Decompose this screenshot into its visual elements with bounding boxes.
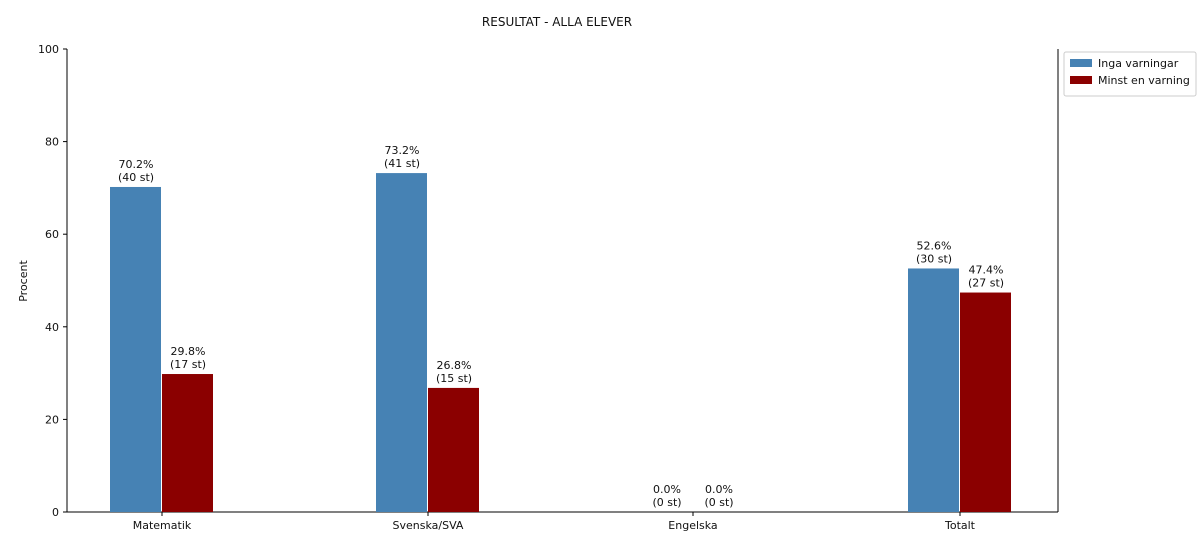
bar-minst-en-varning (162, 374, 213, 512)
y-tick-label: 100 (38, 43, 59, 56)
bar-minst-en-varning (428, 387, 479, 512)
bar-count-label: (17 st) (170, 358, 206, 371)
y-tick-label: 20 (45, 413, 59, 426)
bar-count-label: (0 st) (652, 496, 681, 509)
x-tick-label: Totalt (944, 519, 976, 532)
legend-swatch-minst-en-varning (1070, 76, 1092, 84)
bar-count-label: (41 st) (384, 157, 420, 170)
bar-count-label: (15 st) (436, 372, 472, 385)
y-tick-label: 80 (45, 136, 59, 149)
bar-count-label: (40 st) (118, 171, 154, 184)
legend-box (1063, 51, 1197, 97)
chart-title: RESULTAT - ALLA ELEVER (482, 15, 632, 29)
bar-value-label: 29.8% (171, 345, 206, 358)
y-tick-label: 0 (52, 506, 59, 519)
bar-count-label: (27 st) (968, 277, 1004, 290)
bar-count-label: (0 st) (704, 496, 733, 509)
y-tick-label: 40 (45, 321, 59, 334)
legend-label: Minst en varning (1098, 74, 1190, 87)
bar-labels: 70.2%(40 st) 29.8%(17 st) 73.2%(41 st) 26.8… (118, 144, 1004, 509)
bar-value-label: 26.8% (437, 359, 472, 372)
x-tick-label: Matematik (133, 519, 192, 532)
legend-label: Inga varningar (1098, 57, 1179, 70)
bar-value-label: 73.2% (385, 144, 420, 157)
bar-count-label: (30 st) (916, 252, 952, 265)
x-tick-label: Svenska/SVA (393, 519, 464, 532)
legend-swatch-inga-varningar (1070, 59, 1092, 67)
bar-inga-varningar (110, 186, 161, 512)
y-axis-label: Procent (17, 260, 30, 302)
bar-inga-varningar (376, 173, 427, 513)
y-tick-label: 60 (45, 228, 59, 241)
x-tick-label: Engelska (668, 519, 717, 532)
axes: 0 20 40 60 80 100 Matematik Svenska/SVA Engelska… (38, 43, 1059, 532)
bar-value-label: 47.4% (969, 264, 1004, 277)
bar-inga-varningar (908, 268, 959, 512)
bar-value-label: 0.0% (705, 483, 733, 496)
bar-value-label: 70.2% (119, 158, 154, 171)
legend: Inga varningar Minst en varning (1063, 51, 1197, 97)
bar-value-label: 52.6% (917, 239, 952, 252)
bar-value-label: 0.0% (653, 483, 681, 496)
bars (110, 173, 1011, 513)
bar-minst-en-varning (960, 292, 1011, 512)
